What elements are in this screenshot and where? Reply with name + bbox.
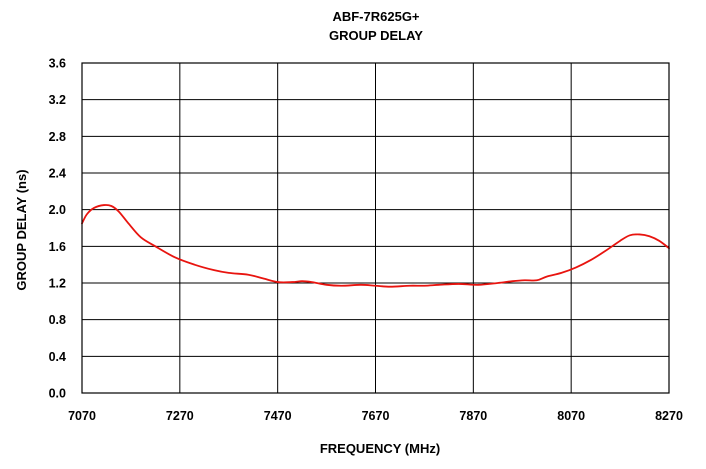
chart-title: ABF-7R625G+ [332, 9, 419, 24]
x-tick-label: 8070 [557, 409, 585, 423]
group-delay-series-line [81, 204, 670, 288]
y-tick-label: 3.6 [49, 57, 66, 71]
x-tick-label: 7070 [68, 409, 96, 423]
y-tick-label: 0.8 [49, 313, 66, 327]
y-tick-label: 3.2 [49, 93, 66, 107]
y-tick-label: 1.6 [49, 240, 66, 254]
y-tick-label: 2.0 [49, 203, 66, 217]
plot-area-border [81, 62, 670, 394]
y-tick-labels: 0.0 0.4 0.8 1.2 1.6 2.0 2.4 2.8 3.2 3.6 [49, 57, 66, 401]
y-tick-label: 0.0 [49, 387, 66, 401]
x-tick-label: 8270 [655, 409, 683, 423]
x-tick-label: 7470 [264, 409, 292, 423]
x-tick-label: 7870 [459, 409, 487, 423]
x-axis-label: FREQUENCY (MHz) [320, 441, 440, 456]
y-axis-label: GROUP DELAY (ns) [14, 169, 29, 290]
y-tick-label: 0.4 [49, 350, 66, 364]
y-tick-label: 2.4 [49, 167, 66, 181]
x-tick-label: 7270 [166, 409, 194, 423]
y-tick-label: 2.8 [49, 130, 66, 144]
plot-frame [81, 62, 670, 394]
y-tick-label: 1.2 [49, 277, 66, 291]
series-layer [81, 204, 670, 288]
chart-subtitle: GROUP DELAY [329, 28, 423, 43]
x-tick-labels: 7070 7270 7470 7670 7870 8070 8270 [68, 409, 683, 423]
x-tick-label: 7670 [362, 409, 390, 423]
